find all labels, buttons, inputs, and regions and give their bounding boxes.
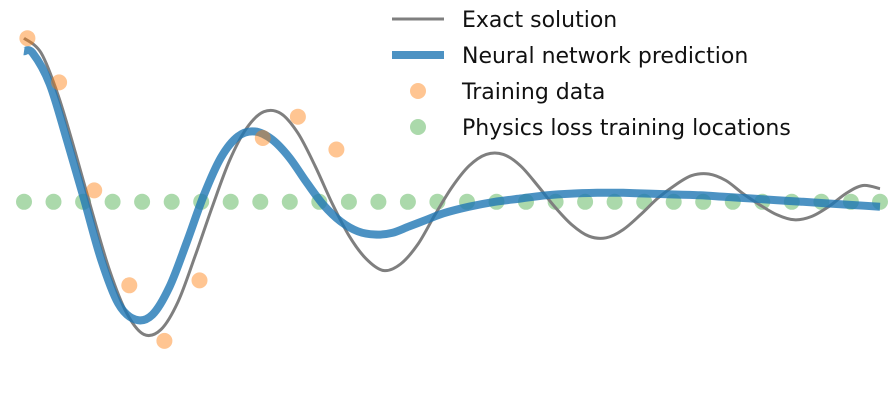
data-point-training-data	[121, 277, 138, 294]
data-point-physics-loss-training-locations	[370, 193, 387, 210]
series-line-exact-solution	[23, 36, 881, 338]
data-point-training-data	[289, 108, 306, 125]
data-point-training-data	[19, 30, 36, 47]
series-points-training-data	[19, 30, 345, 349]
data-point-training-data	[156, 332, 173, 349]
legend-marker-training-data	[410, 83, 426, 99]
data-point-physics-loss-training-locations	[163, 193, 180, 210]
data-point-physics-loss-training-locations	[104, 193, 121, 210]
data-point-physics-loss-training-locations	[340, 193, 357, 210]
data-point-physics-loss-training-locations	[16, 193, 32, 210]
legend-label-training-data: Training data	[461, 80, 605, 105]
data-point-physics-loss-training-locations	[45, 193, 62, 210]
legend-label-neural-network-prediction: Neural network prediction	[462, 44, 748, 69]
data-point-physics-loss-training-locations	[222, 193, 239, 210]
legend-label-exact-solution: Exact solution	[462, 8, 617, 33]
data-point-training-data	[51, 74, 68, 91]
data-point-physics-loss-training-locations	[606, 193, 623, 210]
data-point-training-data	[328, 141, 345, 158]
legend: Exact solution Neural network prediction…	[392, 8, 791, 141]
data-point-training-data	[191, 272, 208, 289]
chart-marks	[16, 30, 888, 349]
data-point-training-data	[254, 130, 271, 146]
data-point-physics-loss-training-locations	[134, 193, 151, 210]
data-point-physics-loss-training-locations	[577, 193, 594, 210]
data-point-training-data	[86, 182, 103, 199]
data-point-physics-loss-training-locations	[281, 193, 298, 210]
legend-marker-physics-loss-training-locations	[410, 119, 426, 135]
data-point-physics-loss-training-locations	[399, 193, 416, 210]
series-line-neural-network-prediction	[22, 46, 881, 325]
data-point-physics-loss-training-locations	[252, 193, 269, 210]
legend-label-physics-loss-training-locations: Physics loss training locations	[462, 116, 791, 141]
